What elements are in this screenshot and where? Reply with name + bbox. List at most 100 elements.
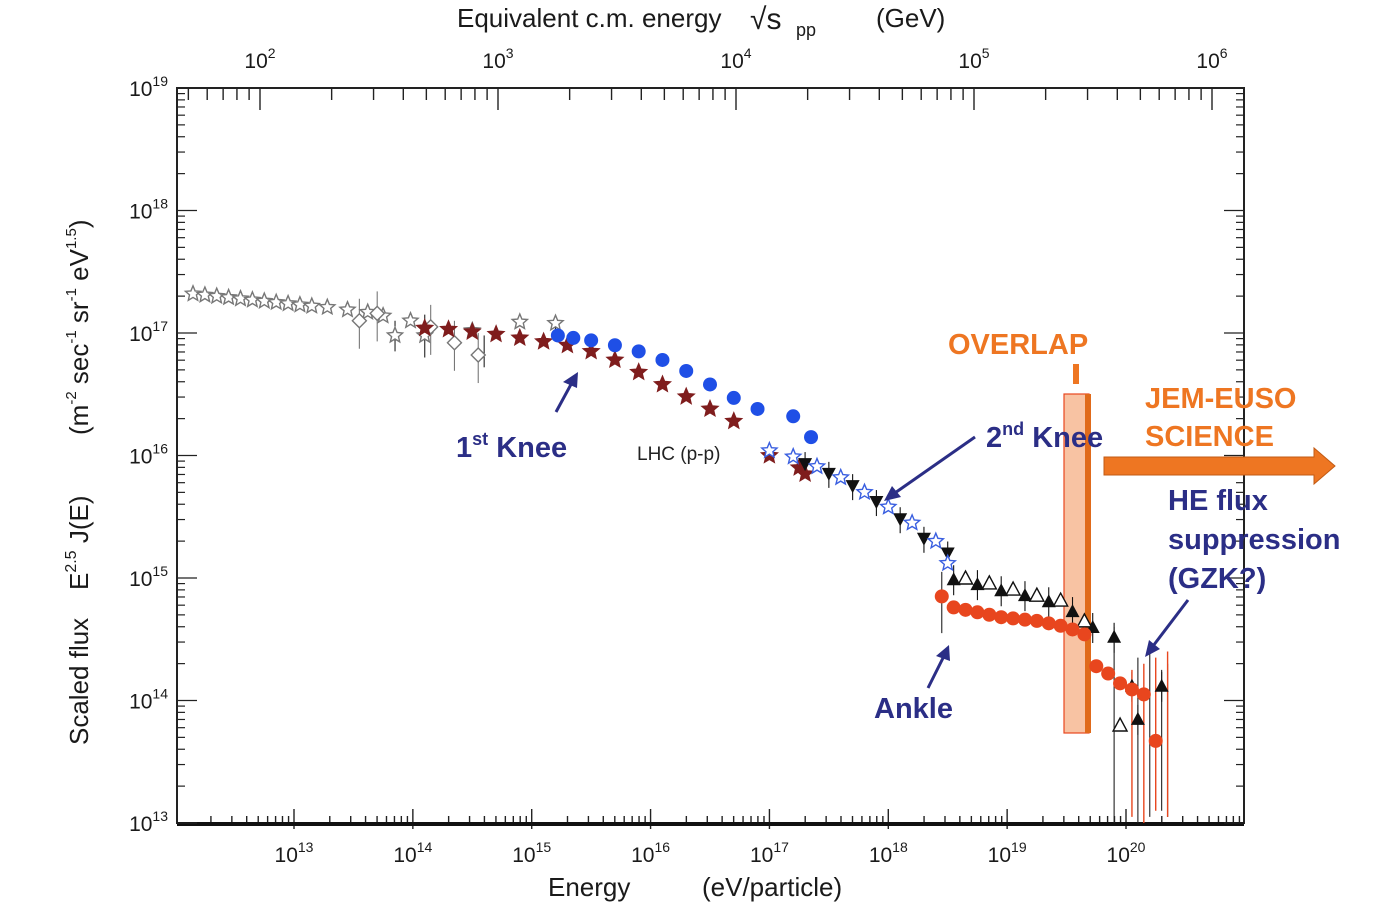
x-tick-label-base: 10 [1107, 844, 1130, 867]
top-tick-label-exp: 6 [1220, 45, 1228, 61]
x-tick-label: 1020 [1107, 839, 1146, 867]
top-axis-ticks [187, 88, 1213, 110]
data-point [994, 583, 1009, 597]
top-tick-label-exp: 2 [268, 45, 276, 61]
y-tick-label-base: 10 [129, 691, 152, 714]
x-axis-tick-labels: 1013 1014 1015 1016 1017 1018 1019 1020 [275, 839, 1146, 867]
data-point [926, 531, 946, 550]
overlap-marker [1073, 364, 1079, 384]
top-tick-label: 105 [958, 45, 989, 73]
x-tick-label-base: 10 [631, 844, 654, 867]
x-axis-title: Energy [548, 872, 630, 902]
data-point [946, 572, 961, 586]
y-tick-label-exp: 16 [152, 441, 168, 457]
x-axis-unit: (eV/particle) [702, 872, 842, 902]
x-tick-label-exp: 15 [536, 839, 552, 855]
data-point [1148, 733, 1163, 748]
data-point [1065, 604, 1080, 618]
x-tick-label-base: 10 [750, 844, 773, 867]
data-point [982, 607, 997, 622]
top-axis-title-text: Equivalent c.m. energy [457, 3, 721, 33]
data-point [1111, 716, 1129, 732]
y-formula-exp: 2.5 [63, 550, 80, 572]
lhc-label: LHC (p-p) [637, 444, 720, 465]
data-point [1107, 629, 1122, 643]
data-point [783, 446, 803, 465]
he-flux-label-2: suppression [1168, 524, 1340, 556]
top-axis-title: Equivalent c.m. energy [457, 3, 721, 33]
data-point [546, 313, 565, 332]
top-tick-label: 104 [720, 45, 751, 73]
y-tick-label-exp: 13 [152, 808, 168, 824]
first-knee-rest: Knee [488, 432, 567, 464]
data-point [855, 482, 874, 501]
he-flux-arrow [1148, 599, 1190, 651]
top-tick-label-base: 10 [958, 50, 981, 73]
data-point [243, 290, 262, 308]
y-tick-label: 1014 [129, 686, 168, 714]
top-tick-label-base: 10 [482, 50, 505, 73]
data-point [1029, 613, 1044, 628]
data-point [1154, 678, 1169, 692]
data-point [1004, 580, 1022, 596]
y-tick-label-base: 10 [129, 201, 152, 224]
data-point [195, 285, 215, 303]
y-formula-rest: J(E) [64, 496, 94, 551]
x-tick-label-exp: 14 [417, 839, 433, 855]
y-units-seg: sr [64, 301, 94, 330]
data-point [338, 299, 357, 318]
x-tick-label-base: 10 [275, 844, 298, 867]
x-tick-label: 1013 [275, 839, 314, 867]
y-axis-units: (m-2 sec-1 sr-1 eV1.5) [63, 220, 94, 436]
second-knee-arrow [891, 435, 976, 497]
data-point [1089, 659, 1104, 674]
x-tick-label-exp: 18 [892, 839, 908, 855]
y-tick-label: 1015 [129, 563, 168, 591]
data-point [510, 327, 530, 347]
data-point [970, 605, 985, 620]
data-point [957, 569, 974, 585]
data-point [652, 374, 672, 393]
data-point [207, 286, 227, 305]
data-point [1017, 588, 1032, 602]
data-point [290, 294, 310, 313]
data-point [655, 352, 670, 367]
data-point [1006, 611, 1021, 626]
data-point [878, 497, 898, 515]
data-point [1028, 586, 1046, 602]
top-tick-label-base: 10 [720, 50, 743, 73]
data-point [605, 349, 625, 369]
data-point [317, 297, 337, 316]
y-axis-ticks [177, 87, 1244, 824]
data-point [1076, 612, 1093, 628]
data-point [415, 318, 435, 337]
data-point [219, 287, 238, 306]
data-point [916, 532, 931, 546]
data-point [798, 458, 813, 472]
overlap-region [1063, 393, 1090, 734]
x-tick-label: 1018 [869, 839, 908, 867]
overlap-bar [1085, 394, 1091, 733]
data-point [1041, 616, 1056, 631]
ankle-label: Ankle [874, 693, 953, 725]
second-knee-sup: nd [1002, 419, 1024, 439]
y-tick-label-base: 10 [129, 813, 152, 836]
top-axis-sqrt: √s [750, 3, 781, 36]
science-label: SCIENCE [1145, 421, 1274, 453]
y-units-seg: (m [64, 405, 94, 435]
data-point [845, 480, 860, 494]
data-point [831, 467, 851, 486]
top-tick-label-exp: 4 [744, 45, 752, 61]
data-point [462, 321, 482, 340]
data-point [278, 293, 298, 312]
data-point [981, 574, 998, 590]
science-arrow [1103, 446, 1336, 486]
he-flux-label-3: (GZK?) [1168, 563, 1266, 595]
he-flux-arrowhead [1145, 640, 1160, 657]
first-knee-label: 1st Knee [456, 429, 567, 464]
data-point [1136, 687, 1151, 702]
top-tick-label-exp: 5 [982, 45, 990, 61]
x-tick-label-exp: 16 [654, 839, 670, 855]
first-knee-num: 1 [456, 432, 472, 464]
